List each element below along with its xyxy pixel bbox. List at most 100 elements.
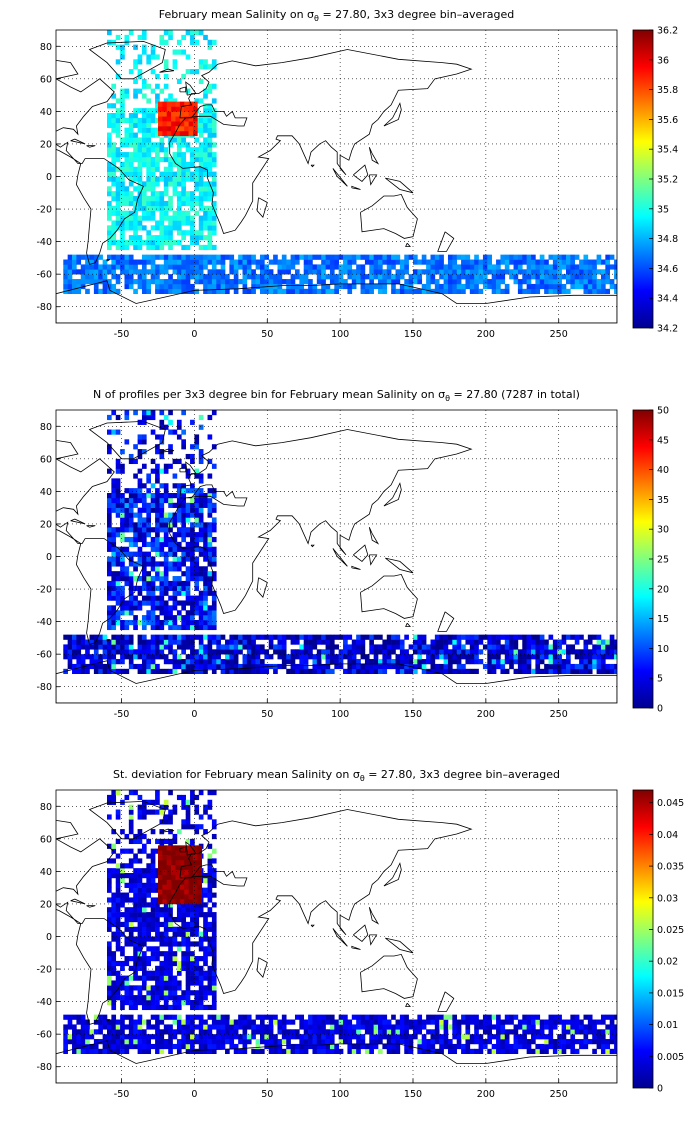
data-cell <box>496 264 501 270</box>
data-cell <box>290 283 296 290</box>
data-cell <box>496 659 501 665</box>
data-cell <box>162 101 168 107</box>
data-cell <box>155 532 160 538</box>
data-cell <box>133 551 138 557</box>
data-cell <box>220 649 226 655</box>
data-cell <box>124 634 130 640</box>
data-cell <box>417 663 423 670</box>
data-cell <box>570 259 576 265</box>
data-cell <box>207 235 213 241</box>
data-cell <box>155 196 160 202</box>
data-cell <box>203 610 208 616</box>
data-cell <box>124 439 130 445</box>
data-cell <box>128 507 134 513</box>
data-cell <box>207 843 213 849</box>
data-cell <box>133 868 138 874</box>
data-cell <box>207 804 213 810</box>
data-cell <box>500 254 506 260</box>
data-cell <box>198 975 204 981</box>
data-cell <box>203 1048 208 1054</box>
y-tick-label: -20 <box>36 585 52 596</box>
data-cell <box>163 1014 169 1020</box>
data-cell <box>85 654 90 660</box>
data-cell <box>404 288 409 294</box>
data-cell <box>465 1034 471 1040</box>
data-cell <box>190 453 195 460</box>
data-cell <box>211 1048 217 1054</box>
data-cell <box>566 264 571 270</box>
data-cell <box>378 288 383 294</box>
data-cell <box>351 1043 357 1050</box>
data-cell <box>93 1019 99 1025</box>
data-cell <box>133 858 138 864</box>
data-cell <box>155 916 160 923</box>
data-cell <box>137 156 143 163</box>
data-cell <box>413 649 418 655</box>
data-cell <box>207 288 213 294</box>
data-cell <box>474 274 479 280</box>
data-cell <box>334 274 339 280</box>
data-cell <box>583 1029 589 1035</box>
coastline <box>383 102 402 127</box>
data-cell <box>107 814 112 820</box>
data-cell <box>179 859 185 866</box>
data-cell <box>600 663 606 670</box>
data-cell <box>137 990 143 996</box>
data-cell <box>574 663 580 670</box>
data-cell <box>548 283 554 290</box>
data-cell <box>146 132 152 138</box>
data-cell <box>76 634 82 640</box>
data-cell <box>229 1019 235 1025</box>
data-cell <box>190 458 195 465</box>
data-cell <box>168 960 173 967</box>
data-cell <box>487 269 492 275</box>
data-cell <box>146 517 152 523</box>
data-cell <box>286 659 291 665</box>
data-cell <box>150 654 156 660</box>
data-cell <box>347 634 353 640</box>
data-cell <box>522 1014 527 1020</box>
coastline <box>56 439 144 645</box>
data-cell <box>150 873 156 879</box>
data-cell <box>207 590 213 596</box>
data-cell <box>203 605 208 611</box>
data-cell <box>273 1034 278 1040</box>
data-cell <box>163 907 169 913</box>
data-cell <box>421 668 427 674</box>
data-cell <box>159 244 165 251</box>
data-cell <box>172 1004 178 1011</box>
data-cell <box>456 264 462 270</box>
data-cell <box>552 639 558 645</box>
data-cell <box>203 931 208 937</box>
data-cell <box>443 1024 449 1030</box>
data-cell <box>198 522 204 528</box>
data-cell <box>176 960 182 967</box>
data-cell <box>587 288 593 294</box>
data-cell <box>194 595 200 601</box>
data-cell <box>120 225 125 231</box>
data-cell <box>281 269 287 275</box>
data-cell <box>85 1043 90 1050</box>
data-cell <box>185 610 191 616</box>
data-cell <box>312 1029 318 1035</box>
data-cell <box>203 527 208 533</box>
data-cell <box>172 590 178 596</box>
data-cell <box>124 171 130 177</box>
data-cell <box>176 264 182 270</box>
data-cell <box>434 1019 440 1025</box>
data-cell <box>531 269 536 275</box>
data-cell <box>133 113 138 119</box>
data-cell <box>220 269 226 275</box>
coastline <box>256 197 268 219</box>
data-cell <box>299 274 305 280</box>
data-cell <box>176 196 182 202</box>
data-cell <box>299 1014 305 1020</box>
data-cell <box>185 517 191 523</box>
data-cell <box>89 663 95 670</box>
data-cell <box>137 858 143 864</box>
data-cell <box>194 147 200 153</box>
data-cell <box>181 951 186 957</box>
data-cell <box>133 624 138 631</box>
data-cell <box>369 659 374 665</box>
data-cell <box>163 517 169 523</box>
